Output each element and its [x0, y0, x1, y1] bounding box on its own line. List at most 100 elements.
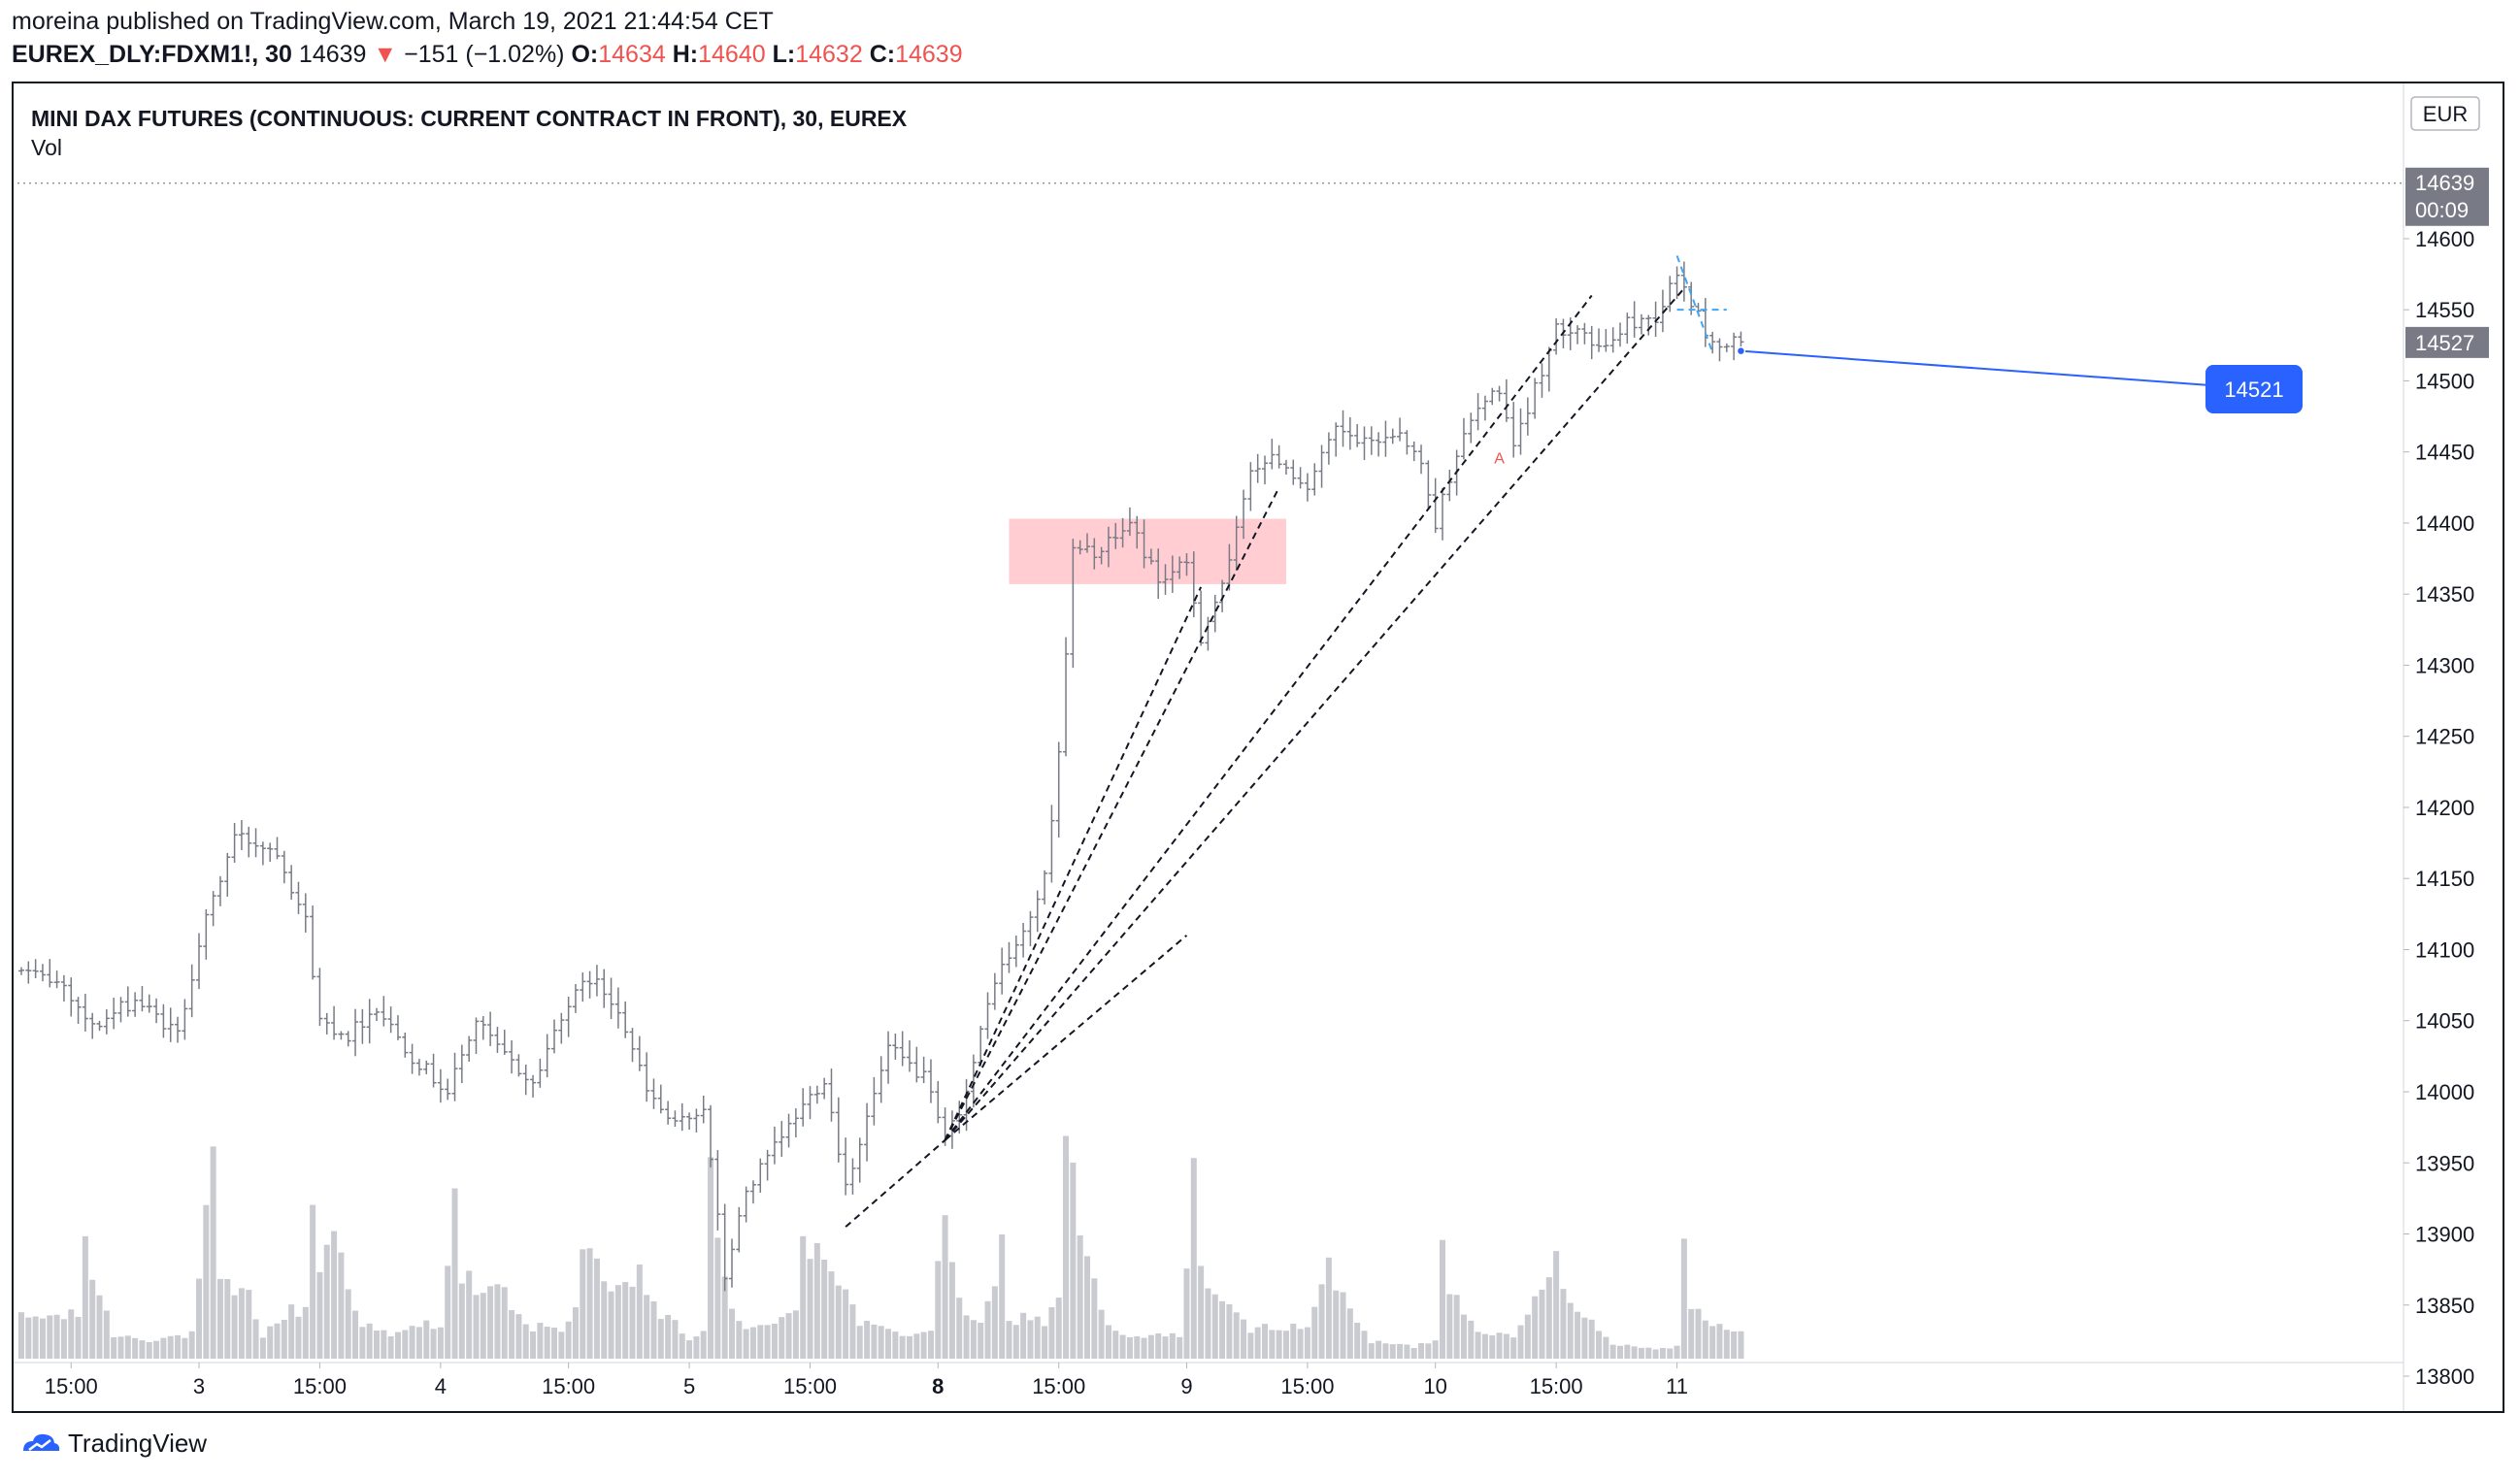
- volume-bar: [359, 1327, 366, 1359]
- ohlc-bar: [1481, 395, 1488, 421]
- price-tick-label: 13850: [2415, 1294, 2474, 1318]
- ohlc-bar: [1361, 426, 1368, 461]
- volume-bar: [466, 1270, 473, 1359]
- volume-bar: [25, 1317, 32, 1359]
- trend-line: [944, 287, 1685, 1141]
- volume-bar: [1723, 1330, 1730, 1359]
- volume-bar: [437, 1327, 444, 1359]
- ohlc-bar: [629, 1028, 636, 1063]
- ohlc-bar: [458, 1044, 465, 1084]
- time-tick-label: 5: [683, 1374, 695, 1398]
- time-tick-label: 10: [1423, 1374, 1446, 1398]
- ohlc-bar: [1084, 533, 1090, 553]
- volume-bar: [1609, 1344, 1616, 1359]
- volume-bar: [1489, 1335, 1496, 1359]
- ohlc-bar: [1539, 363, 1545, 398]
- ohlc-bar: [316, 968, 323, 1027]
- volume-bar: [956, 1298, 963, 1359]
- ohlc-bar: [1575, 325, 1581, 345]
- ohlc-bar: [338, 1031, 345, 1040]
- volume-bar: [316, 1271, 323, 1359]
- volume-bar: [1617, 1345, 1623, 1359]
- projection-line: [1675, 255, 1714, 353]
- ohlc-bar: [509, 1040, 515, 1074]
- ohlc-bar: [1112, 522, 1119, 549]
- volume-bar: [1596, 1331, 1603, 1359]
- volume-bar: [1680, 1238, 1687, 1359]
- ohlc-bar: [1389, 428, 1396, 444]
- ohlc-bar: [160, 1003, 167, 1038]
- ohlc-bar: [146, 994, 152, 1013]
- ohlc-bar: [374, 1007, 380, 1022]
- time-tick-label: 15:00: [293, 1374, 347, 1398]
- currency-label: EUR: [2423, 102, 2468, 126]
- volume-bar: [1404, 1344, 1410, 1359]
- volume-bar: [175, 1334, 182, 1359]
- ohlc-bar: [785, 1113, 792, 1148]
- volume-bar: [749, 1327, 756, 1359]
- ohlc-bar: [1027, 910, 1034, 947]
- ohlc-bar: [551, 1019, 557, 1054]
- volume-bar: [47, 1315, 53, 1359]
- volume-bar: [196, 1278, 202, 1359]
- volume-bar: [729, 1308, 735, 1359]
- volume-bar: [331, 1231, 338, 1359]
- volume-bar: [835, 1285, 842, 1359]
- ohlc-bar: [1269, 439, 1276, 470]
- ohlc-bar: [494, 1027, 501, 1053]
- volume-bar: [1652, 1349, 1659, 1359]
- chart[interactable]: A 14521 MINI DAX FUTURES (CONTINUOUS: CURR…: [14, 83, 2503, 1411]
- volume-bar: [856, 1326, 863, 1359]
- ohlc-bar: [771, 1126, 778, 1165]
- volume-bar: [310, 1204, 316, 1359]
- volume-bar: [1432, 1340, 1439, 1359]
- symbol-name[interactable]: EUREX_DLY:FDXM1!, 30: [12, 41, 292, 68]
- ohlc-bar: [216, 875, 223, 906]
- open-value: 14634: [598, 41, 666, 68]
- ohlc-bar: [736, 1206, 743, 1253]
- volume-label: Vol: [31, 135, 62, 160]
- ohlc-bar: [991, 972, 998, 1010]
- current-price-label: 14527: [2415, 331, 2474, 355]
- ohlc-bar: [856, 1137, 863, 1183]
- ohlc-bar: [1126, 507, 1133, 537]
- volume-bar: [530, 1331, 537, 1359]
- price-tick-label: 13800: [2415, 1364, 2474, 1389]
- ohlc-bar: [544, 1034, 550, 1078]
- ohlc-bar: [1042, 870, 1048, 905]
- ohlc-bar: [366, 999, 373, 1044]
- volume-bar: [473, 1295, 480, 1359]
- ohlc-bar: [1233, 515, 1240, 572]
- ohlc-bar: [111, 998, 117, 1030]
- ohlc-bar: [1702, 298, 1708, 347]
- volume-bar: [509, 1309, 515, 1359]
- time-tick-label: 15:00: [1530, 1374, 1583, 1398]
- ohlc-bar: [1709, 331, 1716, 354]
- volume-bar: [1147, 1334, 1154, 1359]
- trend-line: [845, 1139, 946, 1228]
- volume-bar: [1702, 1320, 1708, 1359]
- volume-bar: [601, 1281, 608, 1359]
- volume-bar: [1688, 1308, 1695, 1359]
- volume-bar: [117, 1336, 124, 1359]
- ohlc-bar: [522, 1064, 529, 1096]
- volume-bar: [415, 1327, 422, 1359]
- volume-bar: [238, 1288, 245, 1359]
- ohlc-bar: [892, 1033, 899, 1060]
- volume-bar: [1262, 1324, 1268, 1359]
- ohlc-bar: [274, 837, 281, 860]
- volume-bar: [1481, 1333, 1488, 1359]
- ohlc-bar: [1119, 517, 1126, 548]
- ohlc-bar: [96, 1020, 103, 1032]
- chart-frame[interactable]: A 14521 MINI DAX FUTURES (CONTINUOUS: CURR…: [12, 82, 2504, 1413]
- ohlc-bar: [792, 1108, 799, 1137]
- price-tick-label: 14600: [2415, 227, 2474, 251]
- volume-bar: [558, 1331, 565, 1359]
- last-value: 14639: [298, 41, 367, 68]
- ohlc-bar: [310, 905, 316, 980]
- ohlc-bar: [331, 1005, 338, 1040]
- ohlc-bar: [47, 959, 53, 988]
- volume-bar: [1333, 1290, 1340, 1359]
- symbol-legend: EUREX_DLY:FDXM1!, 30 14639 ▼ −151 (−1.02…: [12, 41, 963, 69]
- volume-bar: [1731, 1331, 1738, 1359]
